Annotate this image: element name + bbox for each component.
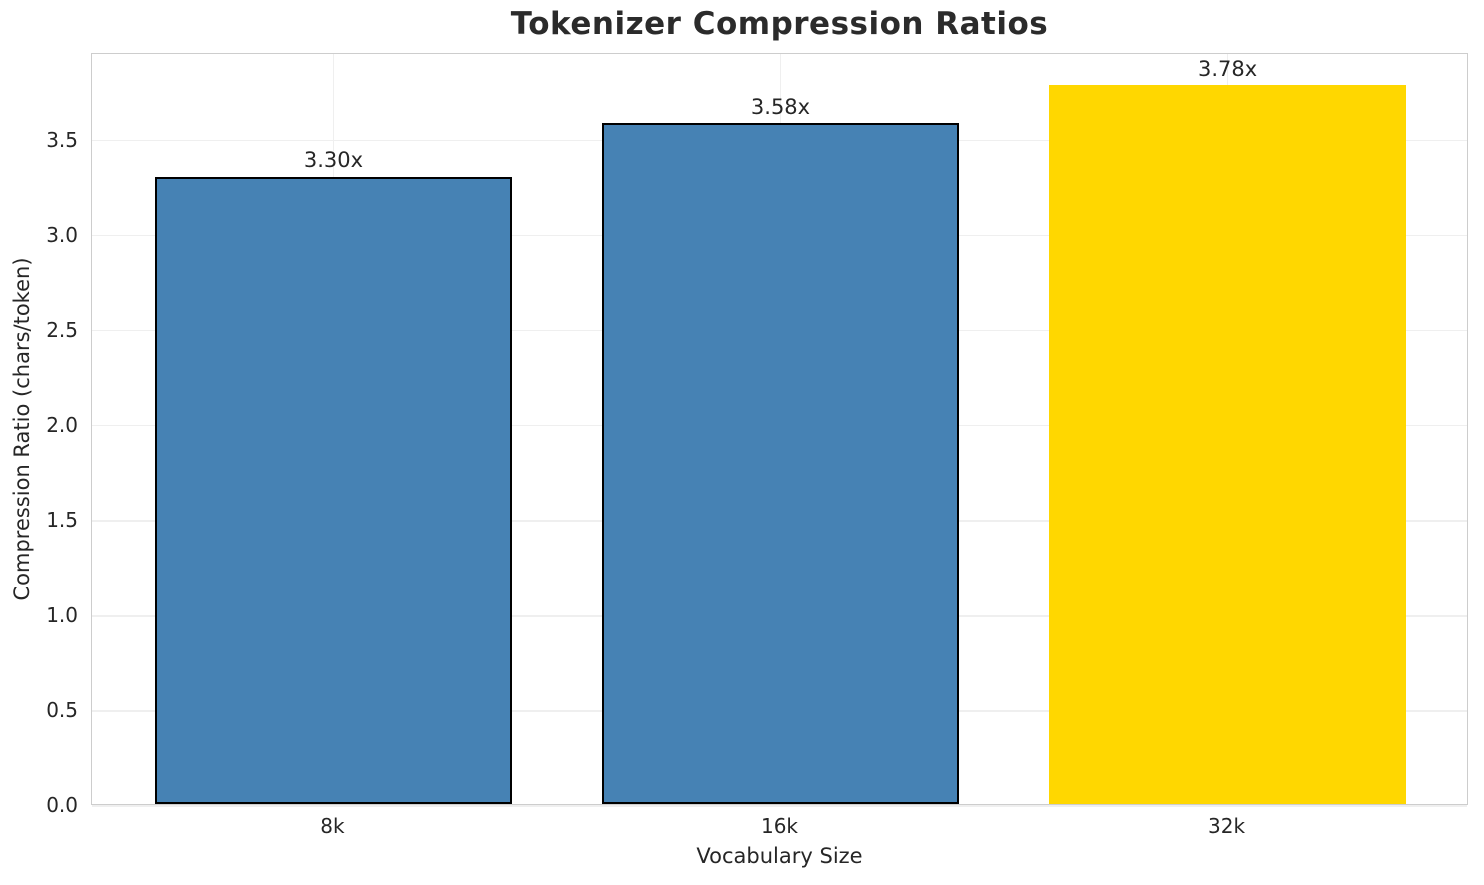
x-tick-label-8k: 8k <box>320 814 345 838</box>
y-tick-label-2.0: 2.0 <box>46 412 78 437</box>
bar-value-16k: 3.58x <box>750 95 811 120</box>
bar-value-8k: 3.30x <box>303 148 364 173</box>
bar-16k <box>601 123 960 804</box>
x-tick-label-32k: 32k <box>1208 814 1246 838</box>
y-tick-label-0.0: 0.0 <box>46 793 78 817</box>
bar-8k <box>154 176 513 804</box>
plot-area: 3.30x 3.58x 3.78x <box>91 53 1468 807</box>
bar-value-32k: 3.78x <box>1197 57 1258 82</box>
gridline-h-0.0 <box>92 805 1467 807</box>
y-tick-label-3.5: 3.5 <box>46 127 78 152</box>
chart-title: Tokenizer Compression Ratios <box>510 6 1049 42</box>
y-tick-label-3.0: 3.0 <box>46 222 78 247</box>
bar-32k <box>1048 85 1407 804</box>
x-tick-label-16k: 16k <box>760 814 799 838</box>
y-tick-label-2.5: 2.5 <box>46 317 78 342</box>
y-tick-label-1.0: 1.0 <box>46 602 78 627</box>
y-tick-label-1.5: 1.5 <box>46 507 78 532</box>
y-tick-label-0.5: 0.5 <box>46 697 78 722</box>
x-axis-label: Vocabulary Size <box>696 844 863 868</box>
